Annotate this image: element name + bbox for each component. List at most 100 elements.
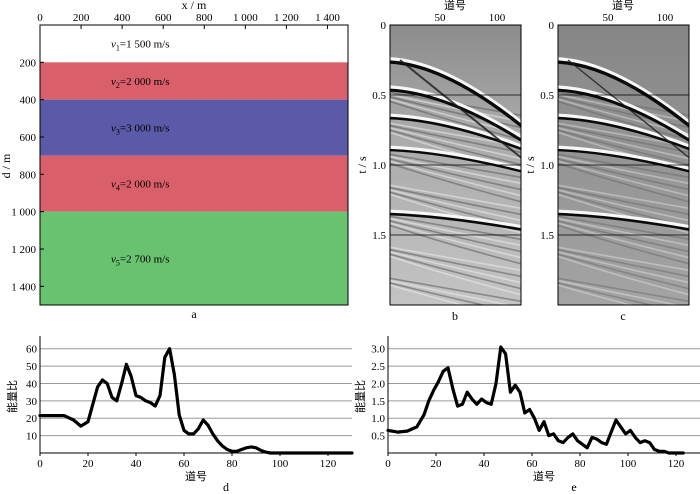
background-event-20 — [558, 215, 689, 241]
layer-5 — [40, 211, 348, 305]
background-event-20 — [390, 215, 521, 241]
velocity-model-y-tick-1000: 1 000 — [11, 207, 36, 219]
velocity-model-y-tick-1200: 1 200 — [11, 244, 36, 256]
velocity-model-y-tick-800: 800 — [20, 169, 37, 181]
e-x-tick-4: 80 — [575, 458, 587, 470]
velocity-model-x-tick-400: 400 — [114, 12, 131, 24]
gather-b-y-label: t / s — [355, 156, 369, 174]
seismic-gather-c — [557, 24, 690, 306]
background-event-25 — [390, 246, 521, 272]
d-x-label: 道号 — [185, 469, 207, 483]
e-y-label: 能量比 — [353, 380, 367, 413]
background-event-26 — [390, 248, 521, 278]
background-event-25 — [558, 246, 689, 272]
e-y-tick-1: 1.0 — [371, 413, 385, 425]
d-x-tick-0: 0 — [37, 458, 43, 470]
caption-b: b — [452, 309, 458, 323]
gather-c-y-tick-1.0: 1.0 — [540, 160, 554, 172]
e-x-tick-2: 40 — [479, 458, 491, 470]
background-event-28 — [558, 253, 689, 290]
velocity-model-x-tick-0: 0 — [37, 12, 43, 24]
layer-2-velocity-label: v2=2 000 m/s — [111, 76, 170, 90]
d-y-tick-2: 30 — [26, 396, 38, 408]
d-y-tick-0: 10 — [26, 431, 38, 443]
refraction-event — [567, 59, 689, 159]
d-x-tick-2: 40 — [131, 458, 143, 470]
background-event-33 — [390, 284, 466, 305]
background-event-16 — [390, 186, 521, 216]
velocity-model-x-tick-1400: 1 400 — [315, 12, 340, 24]
velocity-model-y-tick-400: 400 — [20, 95, 37, 107]
energy-ratio-chart-d: 10 20 30 40 50 60 0 20 40 60 80 100 120 道号 能量比 d — [5, 336, 354, 494]
background-event-24 — [558, 224, 689, 265]
reflection-trough-3 — [558, 148, 689, 173]
gather-c-x-tick-100: 100 — [657, 12, 674, 24]
d-series-line — [38, 347, 354, 455]
background-event-6 — [558, 124, 689, 154]
background-event-19 — [390, 193, 521, 234]
background-event-12 — [558, 158, 689, 191]
d-x-tick-6: 120 — [320, 458, 337, 470]
reflection-trough-3 — [390, 148, 521, 173]
d-y-tick-4: 50 — [26, 361, 38, 373]
background-event-7 — [558, 127, 689, 160]
e-x-tick-1: 20 — [431, 458, 443, 470]
e-x-tick-0: 0 — [385, 458, 391, 470]
layer-1-velocity-label: v1=1 500 m/s — [111, 39, 170, 53]
reflection-trough-2 — [390, 116, 521, 151]
background-event-23 — [390, 222, 521, 259]
d-y-label: 能量比 — [5, 380, 19, 413]
background-event-30 — [390, 277, 521, 303]
background-event-32 — [558, 282, 655, 305]
velocity-model-panel: v1=1 500 m/s v2=2 000 m/s v3=3 000 m/s v4=2… — [11, 12, 349, 306]
d-y-tick-5: 60 — [26, 344, 38, 356]
background-event-11 — [558, 155, 689, 185]
layer-1 — [40, 25, 348, 63]
reflection-trough-2 — [558, 116, 689, 151]
layer-2 — [40, 62, 348, 100]
refraction-event — [399, 59, 521, 159]
layer-3 — [40, 99, 348, 156]
background-event-28 — [390, 253, 521, 290]
background-event-12 — [390, 158, 521, 191]
reflection-trough-4 — [390, 212, 521, 231]
d-x-tick-5: 100 — [272, 458, 289, 470]
d-y-tick-3: 40 — [26, 378, 38, 390]
gather-c-y-label: t / s — [523, 156, 537, 174]
background-event-23 — [558, 222, 689, 259]
background-event-17 — [558, 189, 689, 222]
background-event-2 — [558, 96, 689, 129]
background-event-1 — [390, 93, 521, 123]
gather-c-y-tick-0: 0 — [549, 20, 555, 32]
d-x-tick-1: 20 — [83, 458, 95, 470]
reflection-trough-4 — [558, 212, 689, 231]
background-event-26 — [558, 248, 689, 278]
background-event-24 — [390, 224, 521, 265]
velocity-model-x-tick-200: 200 — [73, 12, 90, 24]
velocity-model-x-tick-600: 600 — [155, 12, 172, 24]
gather-b-x-tick-100: 100 — [489, 12, 506, 24]
background-event-16 — [558, 186, 689, 216]
reflection-peak-1 — [558, 85, 689, 141]
caption-a: a — [191, 307, 197, 321]
background-event-14 — [390, 162, 521, 203]
e-y-tick-3: 2.0 — [371, 378, 385, 390]
background-event-29 — [558, 255, 689, 296]
e-x-tick-6: 120 — [668, 458, 685, 470]
e-y-tick-4: 2.5 — [371, 361, 385, 373]
background-event-15 — [390, 184, 521, 210]
velocity-model-y-tick-200: 200 — [20, 57, 37, 69]
velocity-model-x-tick-800: 800 — [196, 12, 213, 24]
background-event-8 — [390, 129, 521, 166]
d-caption: d — [223, 480, 229, 494]
velocity-model-x-tick-1000: 1 000 — [233, 12, 258, 24]
gather-b-y-tick-0.5: 0.5 — [372, 90, 386, 102]
gather-b-x-label: 道号 — [444, 0, 466, 12]
e-x-tick-3: 60 — [527, 458, 539, 470]
d-y-tick-1: 20 — [26, 413, 38, 425]
background-event-15 — [558, 184, 689, 210]
gather-b-x-tick-50: 50 — [435, 12, 447, 24]
d-x-tick-4: 80 — [227, 458, 239, 470]
background-event-32 — [390, 282, 487, 305]
